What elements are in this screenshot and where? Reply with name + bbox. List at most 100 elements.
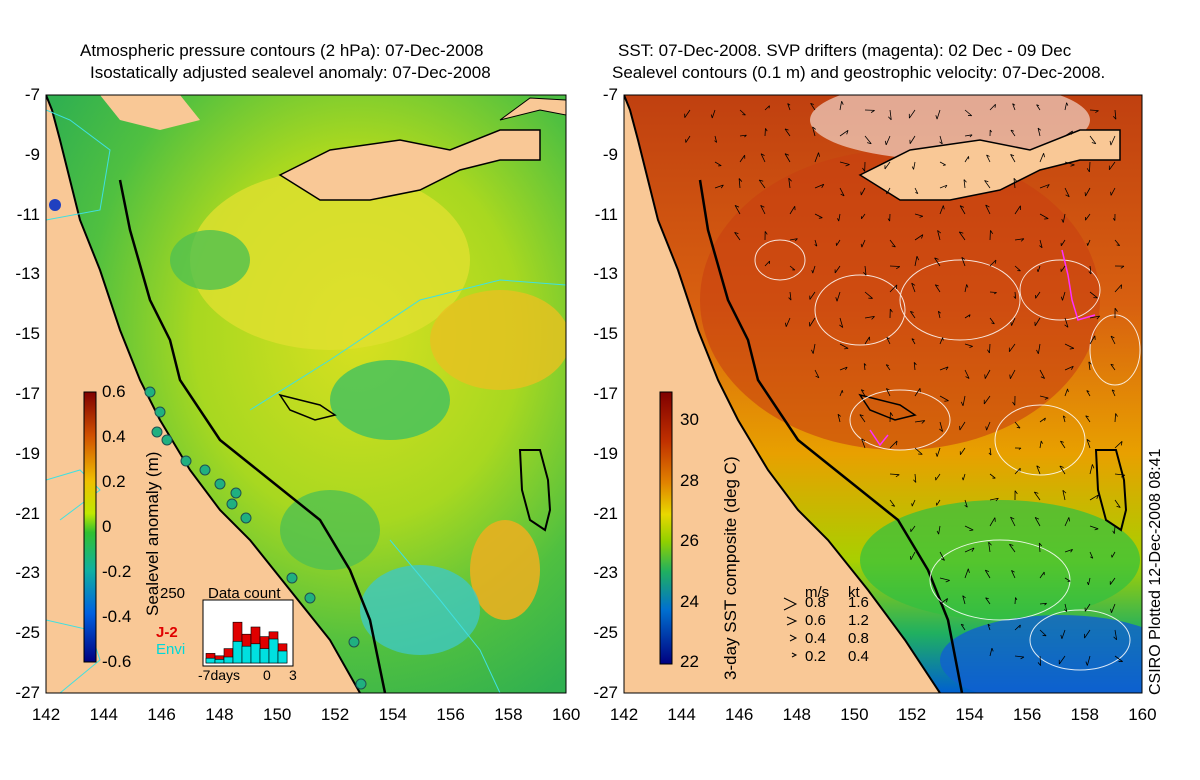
velocity-arrow <box>685 135 691 143</box>
velocity-arrow <box>989 517 996 527</box>
velocity-arrow <box>764 231 768 241</box>
velocity-arrow <box>1013 177 1018 189</box>
velocity-arrow <box>862 161 866 172</box>
velocity-arrow <box>684 109 691 118</box>
velocity-arrow <box>935 109 941 120</box>
velocity-arrow <box>1012 395 1016 406</box>
velocity-arrow <box>864 316 875 320</box>
velocity-arrow <box>864 109 875 113</box>
velocity-arrow <box>1064 343 1075 350</box>
velocity-arrows <box>684 101 1126 666</box>
velocity-arrow <box>1089 335 1096 345</box>
velocity-arrow <box>1038 542 1043 553</box>
velocity-arrow <box>1062 415 1066 423</box>
velocity-unit-ms: m/s <box>805 584 830 601</box>
velocity-arrow <box>909 551 916 561</box>
sla-colorbar-tick: -0.6 <box>102 652 132 671</box>
velocity-arrow <box>814 183 825 189</box>
velocity-arrow <box>789 205 796 215</box>
velocity-arrow <box>1084 187 1091 197</box>
right-y-tick: -15 <box>593 324 618 344</box>
velocity-arrow <box>739 154 746 163</box>
sla-colorbar-tick: -0.2 <box>102 562 132 581</box>
velocity-arrow <box>1012 103 1016 111</box>
velocity-arrow <box>1039 213 1049 220</box>
velocity-legend-ms: 0.8 <box>805 594 826 611</box>
velocity-arrow <box>760 204 766 215</box>
velocity-arrow <box>885 364 891 371</box>
velocity-arrow <box>837 213 841 222</box>
right-y-tick: -13 <box>593 264 618 284</box>
velocity-arrow <box>914 256 920 267</box>
velocity-arrow <box>739 109 746 116</box>
velocity-arrow <box>1114 473 1126 478</box>
velocity-arrow <box>1110 363 1116 371</box>
velocity-arrow <box>1010 154 1016 163</box>
velocity-arrow <box>939 184 948 189</box>
right-x-tick: 146 <box>725 705 754 724</box>
velocity-arrow <box>814 213 823 219</box>
velocity-arrow <box>835 239 841 246</box>
sst-colorbar-tick: 26 <box>680 531 699 550</box>
velocity-arrow <box>812 126 816 137</box>
velocity-arrow <box>1035 291 1041 299</box>
right-x-tick: 144 <box>667 705 696 724</box>
velocity-arrow <box>1089 135 1097 145</box>
velocity-arrow <box>1039 417 1046 423</box>
left-y-tick: -27 <box>15 683 40 702</box>
velocity-arrow <box>939 551 945 561</box>
velocity-arrow <box>859 414 866 423</box>
velocity-arrow <box>1114 265 1125 269</box>
right-y-tick: -7 <box>602 85 618 104</box>
velocity-arrow <box>885 388 891 397</box>
velocity-arrow <box>1034 317 1041 327</box>
velocity-arrow <box>939 161 946 166</box>
left-x-tick: 156 <box>436 705 465 724</box>
velocity-arrow <box>734 204 741 215</box>
velocity-arrow <box>1039 395 1049 400</box>
data-count-xlabel-right: 3 <box>289 667 297 683</box>
velocity-arrow <box>889 499 896 507</box>
velocity-arrow <box>839 187 845 197</box>
velocity-arrow <box>1009 543 1016 553</box>
velocity-arrow <box>1089 525 1099 531</box>
velocity-arrow <box>810 102 816 111</box>
velocity-arrow <box>739 134 747 138</box>
velocity-legend-ms: 0.4 <box>805 630 826 647</box>
velocity-arrow <box>964 369 970 379</box>
velocity-arrow <box>914 388 921 397</box>
velocity-arrow <box>1039 369 1046 379</box>
velocity-arrow <box>809 291 816 300</box>
velocity-arrow <box>1062 489 1067 501</box>
velocity-arrow <box>1010 317 1016 326</box>
velocity-arrow <box>1112 213 1116 221</box>
data-count-bars <box>205 621 288 664</box>
velocity-arrow <box>1109 577 1116 585</box>
left-title-line2: Isostatically adjusted sealevel anomaly:… <box>90 63 491 82</box>
velocity-arrow <box>1064 577 1071 582</box>
velocity-arrow <box>884 135 891 146</box>
right-y-tick: -25 <box>593 623 618 643</box>
velocity-arrow <box>939 598 948 605</box>
velocity-arrow <box>1013 291 1017 299</box>
velocity-arrow <box>1060 265 1066 272</box>
velocity-arrow <box>1014 490 1018 501</box>
velocity-arrow <box>889 265 901 270</box>
velocity-arrow <box>1064 388 1069 397</box>
velocity-arrow <box>764 260 771 267</box>
velocity-arrow <box>889 284 898 293</box>
velocity-arrow <box>1112 109 1117 120</box>
velocity-arrow <box>989 129 992 137</box>
velocity-arrow <box>964 284 969 293</box>
velocity-arrow <box>985 421 991 431</box>
velocity-arrow <box>1014 467 1021 475</box>
velocity-arrow <box>839 101 844 111</box>
velocity-arrow <box>1111 551 1116 558</box>
velocity-arrow <box>909 135 916 144</box>
histogram-bar-envi <box>277 650 288 664</box>
velocity-arrow <box>1064 549 1073 553</box>
velocity-arrow <box>861 213 866 220</box>
histogram-bar-envi <box>268 638 279 664</box>
velocity-arrow <box>889 239 896 248</box>
